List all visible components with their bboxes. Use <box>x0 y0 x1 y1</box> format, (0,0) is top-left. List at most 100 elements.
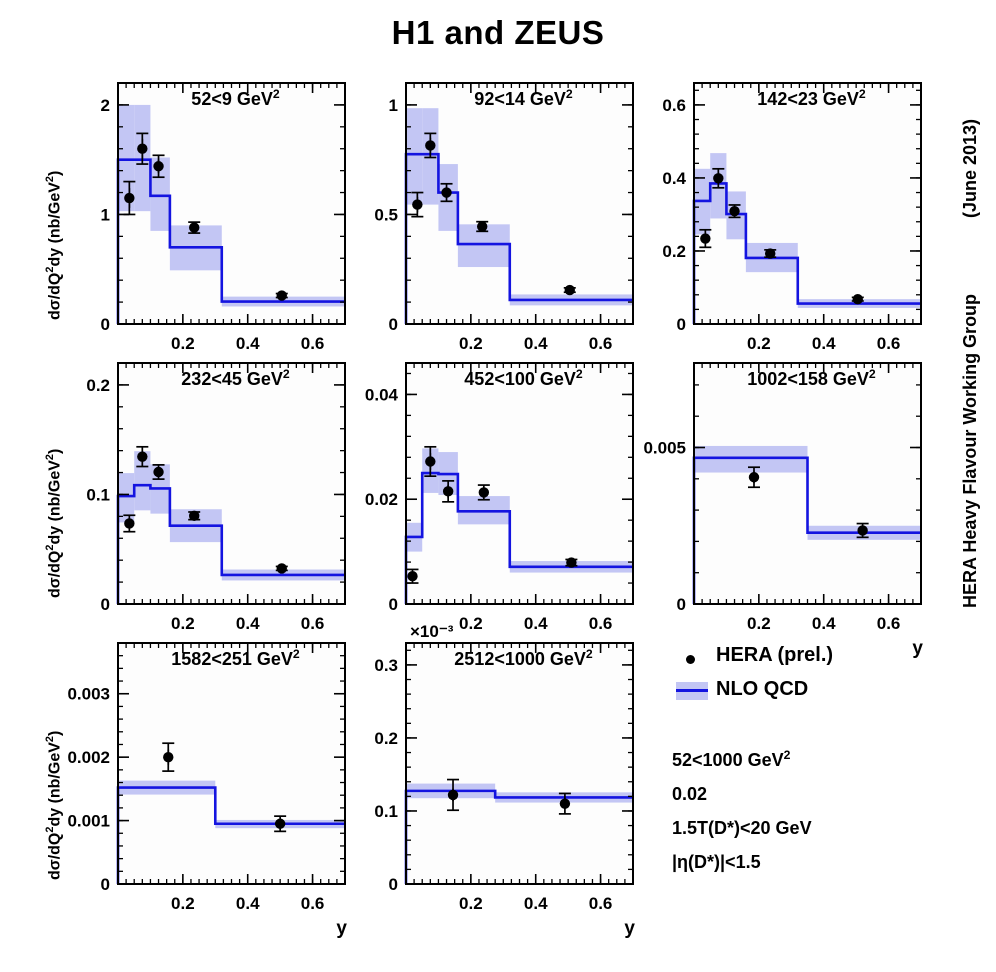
y-tick-label: 0.1 <box>86 485 110 504</box>
data-point <box>424 445 437 478</box>
data-point <box>123 180 136 216</box>
data-point <box>275 290 288 301</box>
data-point <box>274 815 287 833</box>
x-tick-label: 0.4 <box>236 614 260 633</box>
panel-label-wrap: 1582<251 GeV2 <box>171 647 299 669</box>
y-tick-label: 0 <box>101 315 110 334</box>
x-tick-label: 0.4 <box>236 894 260 913</box>
panel-label-wrap: 2512<1000 GeV2 <box>454 647 593 669</box>
y-tick-label: 0 <box>677 315 686 334</box>
data-point <box>728 204 741 219</box>
right-label-group: HERA Heavy Flavour Working Group <box>960 293 980 608</box>
y-tick-label: 0.02 <box>365 490 398 509</box>
x-axis-name: y <box>336 918 347 939</box>
legend-label-theory: NLO QCD <box>716 678 809 700</box>
plot-panel-7: 0.2 0.4 0.6 0 0.001 0.002 0.003 1582<251 GeV2 y <box>67 642 347 939</box>
y-tick-label: 0 <box>677 595 686 614</box>
panel-q2-label: 52<9 GeV2 <box>191 87 280 109</box>
y-tick-label: 0.003 <box>67 685 110 704</box>
panel-label-wrap: 232<45 GeV2 <box>181 367 290 389</box>
data-point <box>477 484 490 501</box>
data-point <box>558 792 571 815</box>
theory-band-bin <box>118 473 135 523</box>
theory-step-line <box>404 471 633 604</box>
x-tick-label: 0.4 <box>524 614 548 633</box>
data-point <box>136 132 149 165</box>
data-point <box>712 167 725 189</box>
data-point <box>447 778 460 812</box>
plot-panel-2: 0.2 0.4 0.6 0 0.5 1 92<14 GeV2 <box>374 82 634 353</box>
data-point <box>188 510 201 522</box>
theory-step-line <box>692 182 921 324</box>
y-tick-label: 0 <box>389 595 398 614</box>
theory-step-line <box>116 158 345 324</box>
x-tick-label: 0.2 <box>171 334 195 353</box>
plot-panel-1: 0.2 0.4 0.6 0 1 2 52<9 GeV2 <box>101 82 346 353</box>
data-point <box>851 293 864 305</box>
right-label-date: (June 2013) <box>960 118 980 218</box>
y-tick-label: 0.1 <box>374 802 398 821</box>
x-tick-label: 0.2 <box>171 614 195 633</box>
x-tick-label: 0.4 <box>524 334 548 353</box>
x-axis-name: y <box>912 638 923 659</box>
y-tick-label: 0 <box>101 595 110 614</box>
theory-band-bin <box>694 445 808 473</box>
x-tick-label: 0.6 <box>877 334 901 353</box>
legend-row-data: HERA (prel.) <box>672 640 922 674</box>
x-tick-label: 0.6 <box>301 614 325 633</box>
data-point <box>563 284 576 296</box>
x-tick-label: 0.6 <box>301 894 325 913</box>
data-marker-icon <box>686 655 695 664</box>
y-tick-label: 0.2 <box>374 729 398 748</box>
data-point <box>476 220 489 233</box>
data-point <box>123 514 136 533</box>
y-tick-label: 1 <box>389 96 398 115</box>
x-tick-label: 0.2 <box>459 334 483 353</box>
plot-panel-3: 0.2 0.4 0.6 0 0.2 0.4 0.6 142<23 GeV2 <box>662 82 922 353</box>
data-point <box>152 464 165 480</box>
x-tick-label: 0.2 <box>747 334 771 353</box>
plot-panel-4: 0.2 0.4 0.6 0 0.1 0.2 232<45 GeV2 <box>86 362 346 633</box>
x-tick-label: 0.4 <box>524 894 548 913</box>
y-tick-label: 0.005 <box>643 439 686 458</box>
theory-band-bin <box>150 157 170 231</box>
data-point <box>424 132 437 159</box>
panel-label-wrap: 452<100 GeV2 <box>464 367 582 389</box>
y-tick-label: 0 <box>389 875 398 894</box>
x-tick-label: 0.2 <box>459 894 483 913</box>
panel-q2-label: 1002<158 GeV2 <box>747 367 876 389</box>
panel-label-wrap: 142<23 GeV2 <box>757 87 865 109</box>
x-tick-label: 0.2 <box>459 614 483 633</box>
cut-line: |η(D*)|<1.5 <box>672 852 761 872</box>
data-point <box>699 228 712 249</box>
panel-label-wrap: 1002<158 GeV2 <box>747 367 876 389</box>
y-tick-label: 0.04 <box>365 385 399 404</box>
data-point <box>764 248 777 259</box>
x-tick-label: 0.6 <box>589 894 613 913</box>
plot-panel-5: 0.2 0.4 0.6 0 0.02 0.04 452<100 GeV2 <box>365 362 634 633</box>
x-tick-label: 0.4 <box>812 334 836 353</box>
data-point <box>856 522 869 539</box>
x-tick-label: 0.4 <box>812 614 836 633</box>
panel-q2-label: 232<45 GeV2 <box>181 367 290 389</box>
x-tick-label: 0.2 <box>171 894 195 913</box>
panel-q2-label: 92<14 GeV2 <box>474 87 573 109</box>
legend-label-data: HERA (prel.) <box>716 644 834 666</box>
data-point <box>152 154 165 179</box>
plot-panel-6: 0.2 0.4 0.6 0 0.005 1002<158 GeV2 y <box>643 362 923 659</box>
y-tick-label: 0.001 <box>67 812 110 831</box>
theory-line-icon <box>676 689 708 692</box>
y-tick-label: 0.2 <box>86 376 110 395</box>
data-point <box>747 466 760 489</box>
y-tick-label: 0.2 <box>662 242 686 261</box>
cut-line: 1.5T(D*)<20 GeV <box>672 818 812 838</box>
data-point <box>440 182 453 203</box>
y-tick-label: 1 <box>101 205 110 224</box>
x-tick-label: 0.6 <box>301 334 325 353</box>
x-tick-label: 0.2 <box>747 614 771 633</box>
panel-q2-label: 2512<1000 GeV2 <box>454 647 593 669</box>
y-tick-label: 0.3 <box>374 656 398 675</box>
y-tick-label: 0.4 <box>662 169 686 188</box>
